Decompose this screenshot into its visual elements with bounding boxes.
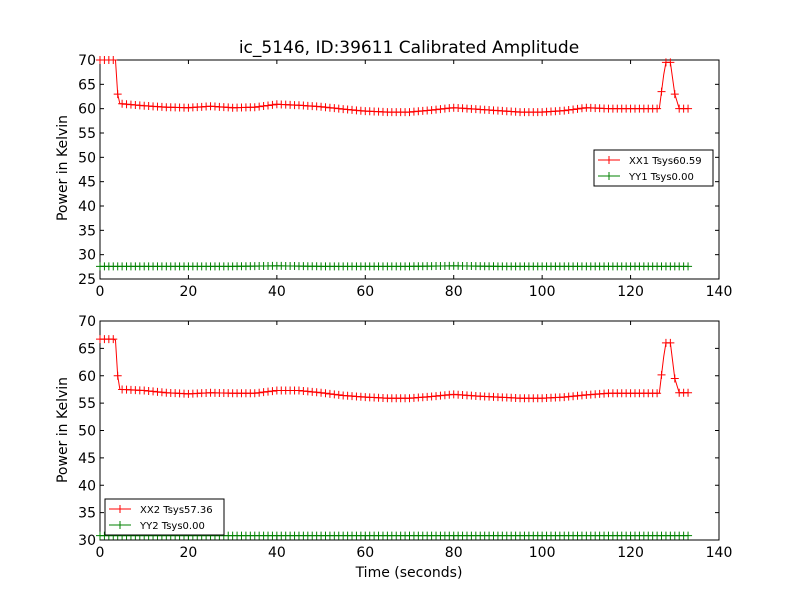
data-point-marker — [109, 335, 118, 344]
data-point-marker — [653, 389, 662, 398]
data-point-marker — [325, 389, 334, 398]
data-point-marker — [564, 106, 573, 115]
x-tick-label: 80 — [445, 545, 463, 561]
bottom-y-axis-label: Power in Kelvin — [55, 377, 71, 483]
y-tick-label: 60 — [78, 102, 96, 118]
x-tick-label: 60 — [356, 545, 374, 561]
data-point-marker — [259, 388, 268, 397]
x-tick-label: 100 — [529, 284, 556, 300]
data-point-marker — [577, 104, 586, 113]
data-point-marker — [109, 56, 118, 64]
y-tick-label: 45 — [78, 175, 96, 191]
y-tick-label: 40 — [78, 199, 96, 215]
legend-label: YY1 Tsys0.00 — [628, 172, 694, 183]
x-tick-label: 60 — [356, 284, 374, 300]
y-tick-label: 60 — [78, 369, 96, 385]
legend-box — [593, 149, 714, 187]
data-point-marker — [264, 387, 273, 396]
data-point-marker — [250, 103, 259, 112]
y-tick-label: 35 — [78, 506, 96, 522]
data-point-marker — [264, 101, 273, 110]
y-tick-label: 30 — [78, 248, 96, 264]
x-tick-label: 140 — [706, 284, 733, 300]
x-tick-label: 0 — [96, 545, 105, 561]
chart-title: ic_5146, ID:39611 Calibrated Amplitude — [239, 38, 579, 58]
x-tick-label: 40 — [268, 284, 286, 300]
data-point-marker — [684, 531, 693, 540]
x-tick-label: 100 — [529, 545, 556, 561]
data-point-marker — [113, 371, 122, 380]
bottom-panel: 0 20 40 60 80 100 120 140 30 35 40 45 50 55 60 65 70 XX2 … — [78, 314, 732, 561]
data-point-marker — [250, 389, 259, 398]
y-tick-label: 35 — [78, 223, 96, 239]
y-tick-label: 65 — [78, 77, 96, 93]
data-point-marker — [321, 389, 330, 398]
y-tick-label: 50 — [78, 150, 96, 166]
data-point-marker — [334, 390, 343, 399]
data-point-marker — [657, 370, 666, 379]
legend-marker — [116, 521, 124, 529]
data-point-marker — [113, 90, 122, 99]
data-point-marker — [259, 102, 268, 111]
data-point-marker — [684, 262, 693, 271]
y-tick-label: 30 — [78, 533, 96, 549]
x-tick-label: 80 — [445, 284, 463, 300]
y-tick-label: 70 — [78, 53, 96, 69]
data-point-marker — [268, 387, 277, 396]
y-tick-label: 55 — [78, 126, 96, 142]
x-tick-label: 20 — [180, 284, 198, 300]
data-point-marker — [666, 58, 675, 67]
x-tick-label: 0 — [96, 284, 105, 300]
y-tick-label: 65 — [78, 341, 96, 357]
x-tick-label: 40 — [268, 545, 286, 561]
x-tick-label: 140 — [706, 545, 733, 561]
x-axis-label: Time (seconds) — [355, 565, 463, 581]
data-point-marker — [670, 90, 679, 99]
y-tick-label: 45 — [78, 451, 96, 467]
top-panel: 0 20 40 60 80 100 120 140 25 30 35 40 45 50 55 60 65 70 XX… — [78, 53, 732, 300]
top-y-axis-label: Power in Kelvin — [55, 115, 71, 221]
data-point-marker — [684, 104, 693, 113]
data-point-marker — [653, 104, 662, 113]
y-tick-label: 70 — [78, 314, 96, 330]
data-point-marker — [670, 374, 679, 383]
x-tick-label: 120 — [617, 545, 644, 561]
x-tick-label: 20 — [180, 545, 198, 561]
data-point-marker — [684, 388, 693, 397]
data-point-marker — [268, 100, 277, 109]
legend-label: YY2 Tsys0.00 — [139, 521, 205, 532]
data-point-marker — [573, 104, 582, 113]
legend-marker — [605, 156, 613, 164]
data-point-marker — [330, 390, 339, 399]
data-point-marker — [255, 388, 264, 397]
y-tick-label: 55 — [78, 396, 96, 412]
data-point-marker — [560, 106, 569, 115]
y-tick-label: 25 — [78, 272, 96, 288]
legend-box — [104, 498, 225, 536]
data-point-marker — [255, 102, 264, 111]
data-point-marker — [317, 388, 326, 397]
legend-label: XX2 Tsys57.36 — [140, 505, 213, 516]
data-point-marker — [569, 105, 578, 114]
y-tick-label: 50 — [78, 424, 96, 440]
legend-label: XX1 Tsys60.59 — [629, 156, 702, 167]
x-tick-label: 120 — [617, 284, 644, 300]
legend-marker — [116, 505, 124, 513]
data-point-marker — [657, 87, 666, 96]
y-tick-label: 40 — [78, 478, 96, 494]
data-point-marker — [666, 338, 675, 347]
legend-marker — [605, 172, 613, 180]
